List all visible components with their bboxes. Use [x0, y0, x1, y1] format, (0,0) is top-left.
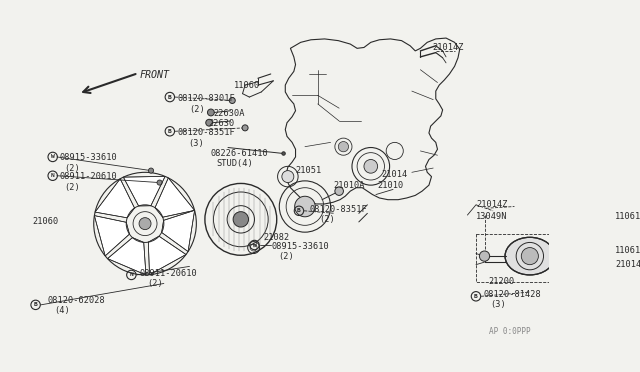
Text: (3): (3) [188, 139, 204, 148]
Text: 08120-81428: 08120-81428 [484, 290, 541, 299]
Text: (2): (2) [65, 183, 81, 192]
Circle shape [205, 119, 212, 126]
Text: 08915-33610: 08915-33610 [271, 242, 330, 251]
Text: 21014: 21014 [381, 170, 407, 179]
Circle shape [233, 212, 248, 227]
Circle shape [229, 97, 236, 103]
Text: 11061: 11061 [615, 247, 640, 256]
Polygon shape [148, 236, 186, 275]
Text: (2): (2) [65, 164, 81, 173]
Circle shape [207, 109, 214, 116]
Polygon shape [108, 238, 146, 275]
Text: 22630A: 22630A [214, 109, 245, 118]
Text: STUD(4): STUD(4) [217, 159, 253, 168]
Text: 21082: 21082 [263, 233, 289, 242]
Text: N: N [129, 272, 133, 278]
Circle shape [157, 180, 162, 185]
Text: 13049N: 13049N [476, 212, 508, 221]
Text: 11061A: 11061A [615, 212, 640, 221]
Text: (2): (2) [189, 105, 205, 113]
Text: W: W [253, 243, 257, 247]
Text: 21200: 21200 [489, 277, 515, 286]
Text: 21010A: 21010A [333, 182, 365, 190]
Circle shape [479, 251, 490, 261]
Text: 08915-33610: 08915-33610 [60, 153, 117, 162]
Text: (2): (2) [147, 279, 163, 288]
Circle shape [364, 160, 378, 173]
Ellipse shape [505, 237, 555, 275]
Text: 21010: 21010 [378, 182, 404, 190]
Polygon shape [95, 179, 134, 218]
Polygon shape [576, 214, 597, 224]
Text: AP 0:0PPP: AP 0:0PPP [489, 327, 531, 336]
Text: B: B [168, 129, 172, 134]
Polygon shape [564, 249, 580, 260]
Circle shape [242, 125, 248, 131]
Text: 21051: 21051 [296, 166, 322, 175]
Text: W: W [51, 154, 54, 160]
Text: B: B [297, 208, 301, 213]
Circle shape [522, 248, 538, 264]
Text: 08911-20610: 08911-20610 [140, 269, 198, 278]
Text: 08120-62028: 08120-62028 [47, 296, 106, 305]
Polygon shape [155, 178, 195, 217]
Text: 08911-20610: 08911-20610 [60, 172, 117, 181]
Text: B: B [474, 294, 478, 299]
Text: 08226-61410: 08226-61410 [210, 149, 268, 158]
Text: B: B [34, 302, 38, 307]
Text: (2): (2) [319, 215, 335, 224]
Circle shape [335, 187, 344, 195]
Text: 21014Z: 21014Z [615, 260, 640, 269]
Text: 08120-8351F: 08120-8351F [309, 205, 367, 214]
Circle shape [294, 196, 316, 217]
Circle shape [148, 168, 154, 173]
Polygon shape [124, 176, 165, 206]
Text: (2): (2) [278, 253, 294, 262]
Circle shape [282, 152, 285, 155]
Text: 11060: 11060 [234, 81, 260, 90]
Circle shape [339, 141, 349, 152]
Circle shape [139, 218, 151, 230]
Text: 08120-8351F: 08120-8351F [177, 128, 236, 138]
Circle shape [282, 171, 294, 183]
Text: (4): (4) [54, 307, 70, 315]
Text: (3): (3) [490, 300, 506, 310]
Text: 21014Z: 21014Z [433, 43, 464, 52]
Text: FRONT: FRONT [140, 70, 170, 80]
Text: 08120-8301F: 08120-8301F [177, 94, 236, 103]
Text: 21014Z: 21014Z [476, 200, 508, 209]
Polygon shape [94, 216, 129, 256]
Text: 22630: 22630 [209, 119, 235, 128]
Text: 21060: 21060 [32, 217, 58, 227]
Text: N: N [51, 173, 54, 178]
Text: B: B [168, 94, 172, 100]
Polygon shape [162, 210, 195, 251]
